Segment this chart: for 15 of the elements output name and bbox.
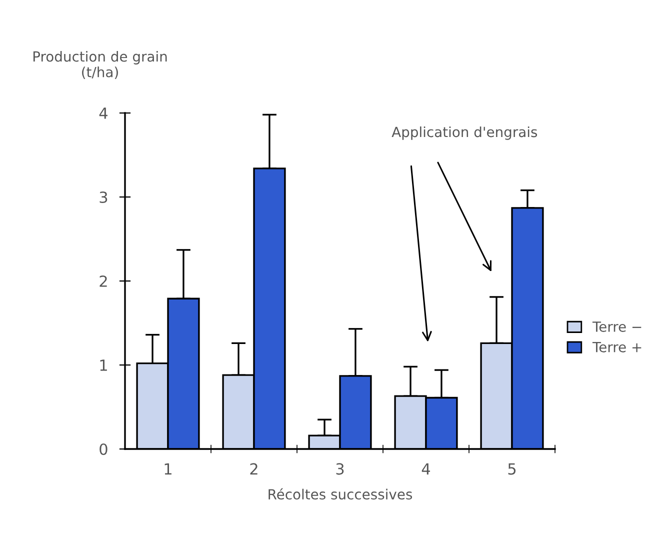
y-tick-label: 1 <box>100 360 107 371</box>
x-tick-label: 1 <box>164 463 172 474</box>
x-tick-label: 3 <box>336 463 344 475</box>
x-axis-title: Récoltes successives <box>268 488 412 500</box>
y-tick-label: 2 <box>100 275 107 287</box>
y-axis-title: Production de grain (t/ha) <box>33 51 167 79</box>
x-tick-label: 5 <box>508 463 516 475</box>
legend-label: Terre + <box>592 342 642 352</box>
y-tick-label: 4 <box>99 108 108 119</box>
annotation: Application d'engrais <box>392 126 538 140</box>
x-tick-label: 2 <box>250 463 258 474</box>
legend-label: Terre − <box>592 322 642 332</box>
y-tick-label: 0 <box>100 443 108 456</box>
y-tick-label: 3 <box>100 191 108 204</box>
x-tick-label: 4 <box>422 463 430 474</box>
